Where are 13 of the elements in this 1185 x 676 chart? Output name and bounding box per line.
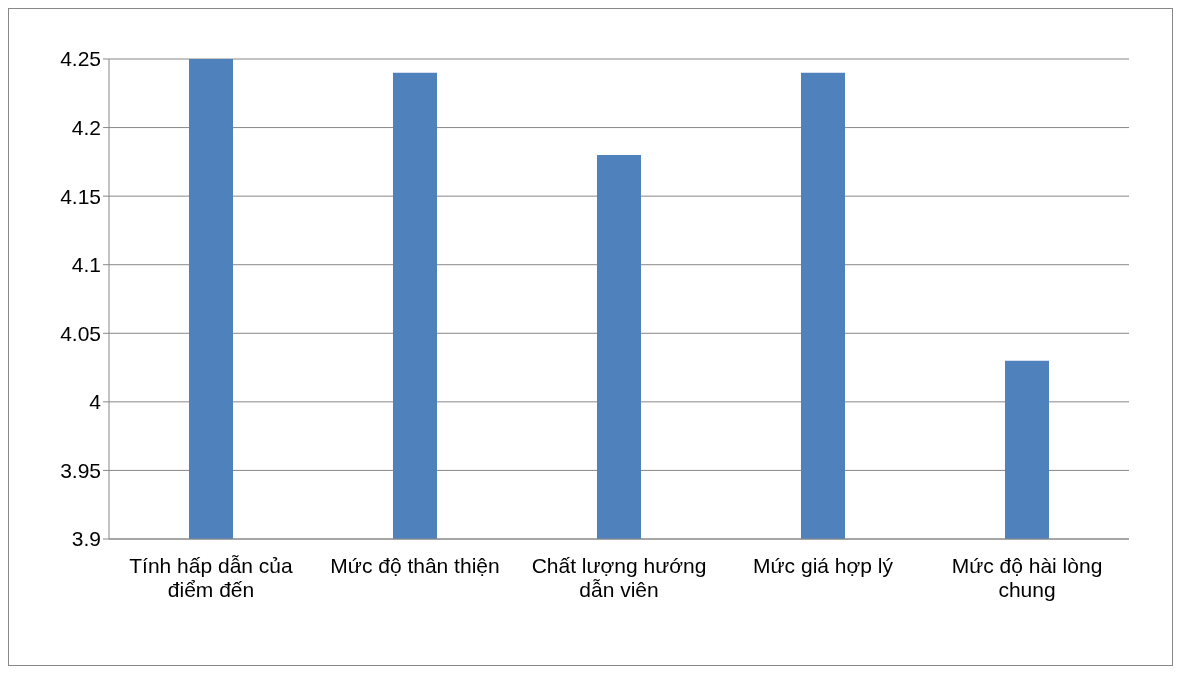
- x-tick-label: Tính hấp dẫn của điểm đến: [129, 554, 294, 601]
- y-tick-label: 4.15: [60, 184, 101, 208]
- y-tick-label: 4.25: [60, 47, 101, 71]
- y-tick-label: 3.9: [71, 527, 101, 551]
- y-tick-label: 4.05: [60, 321, 101, 345]
- x-tick-label: Mức giá hợp lý: [753, 554, 894, 577]
- x-tick-label: Mức độ thân thiện: [330, 554, 500, 577]
- y-tick-label: 4.2: [71, 116, 101, 140]
- y-tick-label: 3.95: [60, 458, 101, 482]
- x-tick-label: Chất lượng hướng dẫn viên: [531, 554, 707, 601]
- y-tick-label: 4: [89, 390, 102, 414]
- y-tick-label: 4.1: [71, 253, 101, 277]
- x-tick-label: Mức độ hài lòng chung: [951, 554, 1103, 601]
